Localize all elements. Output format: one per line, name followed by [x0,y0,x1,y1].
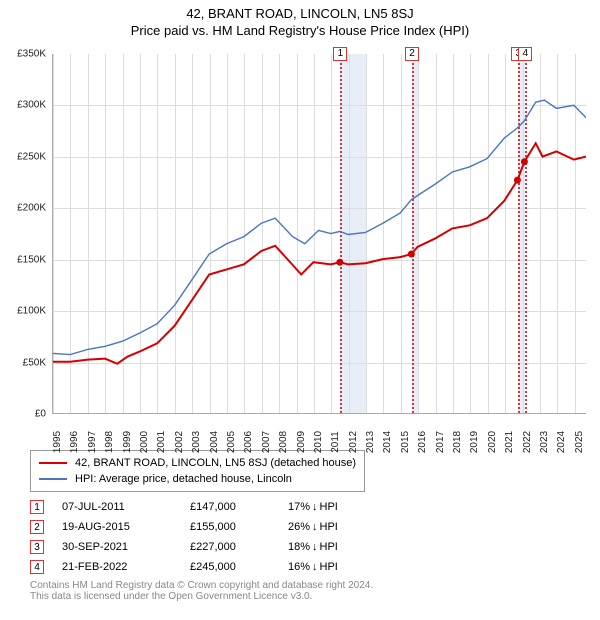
x-tick-label: 1997 [87,431,98,453]
sale-diff: 18% ↓ HPI [288,541,338,553]
x-tick-label: 2007 [261,431,272,453]
sale-date: 07-JUL-2011 [62,501,172,513]
lines-svg [53,54,586,413]
x-tick-label: 2021 [504,431,515,453]
x-tick-label: 2017 [435,431,446,453]
x-tick-label: 2024 [556,431,567,453]
x-axis-labels: 1995199619971998199920002001200220032004… [52,418,586,446]
legend-swatch-blue [39,478,67,480]
x-tick-label: 2004 [209,431,220,453]
legend-label-blue: HPI: Average price, detached house, Linc… [75,473,292,485]
legend-row-red: 42, BRANT ROAD, LINCOLN, LN5 8SJ (detach… [39,455,356,471]
y-tick-label: £250K [17,151,46,162]
down-arrow-icon: ↓ [312,561,318,573]
sale-diff: 16% ↓ HPI [288,561,338,573]
x-tick-label: 2003 [191,431,202,453]
footer: Contains HM Land Registry data © Crown c… [30,580,570,602]
chart-titles: 42, BRANT ROAD, LINCOLN, LN5 8SJ Price p… [0,0,600,38]
sale-row: 2 19-AUG-2015 £155,000 26% ↓ HPI [30,520,570,534]
sale-price: £227,000 [190,541,270,553]
y-tick-label: £0 [35,409,46,420]
x-tick-label: 2011 [330,431,341,453]
sale-row: 3 30-SEP-2021 £227,000 18% ↓ HPI [30,540,570,554]
sale-marker: 1 [333,47,347,61]
down-arrow-icon: ↓ [312,541,318,553]
sale-date: 19-AUG-2015 [62,521,172,533]
sale-index-box: 2 [30,520,44,534]
chart-title: 42, BRANT ROAD, LINCOLN, LN5 8SJ [0,6,600,21]
x-tick-label: 2006 [243,431,254,453]
x-tick-label: 2019 [469,431,480,453]
sale-marker: 2 [405,47,419,61]
x-tick-label: 2025 [574,431,585,453]
x-tick-label: 2015 [400,431,411,453]
down-arrow-icon: ↓ [312,501,318,513]
x-tick-label: 1995 [52,431,63,453]
x-tick-label: 2023 [539,431,550,453]
x-tick-label: 1998 [104,431,115,453]
y-axis-labels: £0£50K£100K£150K£200K£250K£300K£350K [0,54,50,414]
sales-table: 1 07-JUL-2011 £147,000 17% ↓ HPI 2 19-AUG-201… [30,500,570,574]
sale-diff: 17% ↓ HPI [288,501,338,513]
x-tick-label: 2012 [348,431,359,453]
sale-index-box: 1 [30,500,44,514]
sale-date: 21-FEB-2022 [62,561,172,573]
chart-container: 42, BRANT ROAD, LINCOLN, LN5 8SJ Price p… [0,0,600,602]
x-tick-label: 2005 [226,431,237,453]
plot: 1234 [52,54,586,414]
y-tick-label: £100K [17,306,46,317]
sale-row: 1 07-JUL-2011 £147,000 17% ↓ HPI [30,500,570,514]
footer-line-2: This data is licensed under the Open Gov… [30,591,570,602]
sale-price: £147,000 [190,501,270,513]
y-tick-label: £150K [17,254,46,265]
x-tick-label: 2008 [278,431,289,453]
y-tick-label: £200K [17,203,46,214]
legend-label-red: 42, BRANT ROAD, LINCOLN, LN5 8SJ (detach… [75,457,356,469]
x-tick-label: 2018 [452,431,463,453]
sale-row: 4 21-FEB-2022 £245,000 16% ↓ HPI [30,560,570,574]
x-tick-label: 2022 [522,431,533,453]
x-tick-label: 2020 [487,431,498,453]
y-tick-label: £350K [17,49,46,60]
x-tick-label: 1996 [69,431,80,453]
sale-date: 30-SEP-2021 [62,541,172,553]
sale-index-box: 4 [30,560,44,574]
footer-line-1: Contains HM Land Registry data © Crown c… [30,580,570,591]
x-tick-label: 2010 [313,431,324,453]
x-tick-label: 2000 [139,431,150,453]
sale-marker: 4 [518,47,532,61]
chart-area: £0 £50K £100K £150K £200K £250K £300K £350K 123… [0,38,600,446]
sale-price: £245,000 [190,561,270,573]
x-tick-label: 2016 [417,431,428,453]
legend-row-blue: HPI: Average price, detached house, Linc… [39,471,356,487]
chart-subtitle: Price paid vs. HM Land Registry's House … [0,23,600,38]
sale-diff: 26% ↓ HPI [288,521,338,533]
y-tick-label: £50K [23,357,46,368]
x-tick-label: 2014 [382,431,393,453]
y-tick-label: £300K [17,100,46,111]
x-tick-label: 1999 [122,431,133,453]
x-tick-label: 2013 [365,431,376,453]
sale-index-box: 3 [30,540,44,554]
down-arrow-icon: ↓ [312,521,318,533]
x-tick-label: 2001 [156,431,167,453]
sale-price: £155,000 [190,521,270,533]
legend-swatch-red [39,462,67,464]
x-tick-label: 2002 [174,431,185,453]
legend: 42, BRANT ROAD, LINCOLN, LN5 8SJ (detach… [30,450,365,492]
x-tick-label: 2009 [296,431,307,453]
